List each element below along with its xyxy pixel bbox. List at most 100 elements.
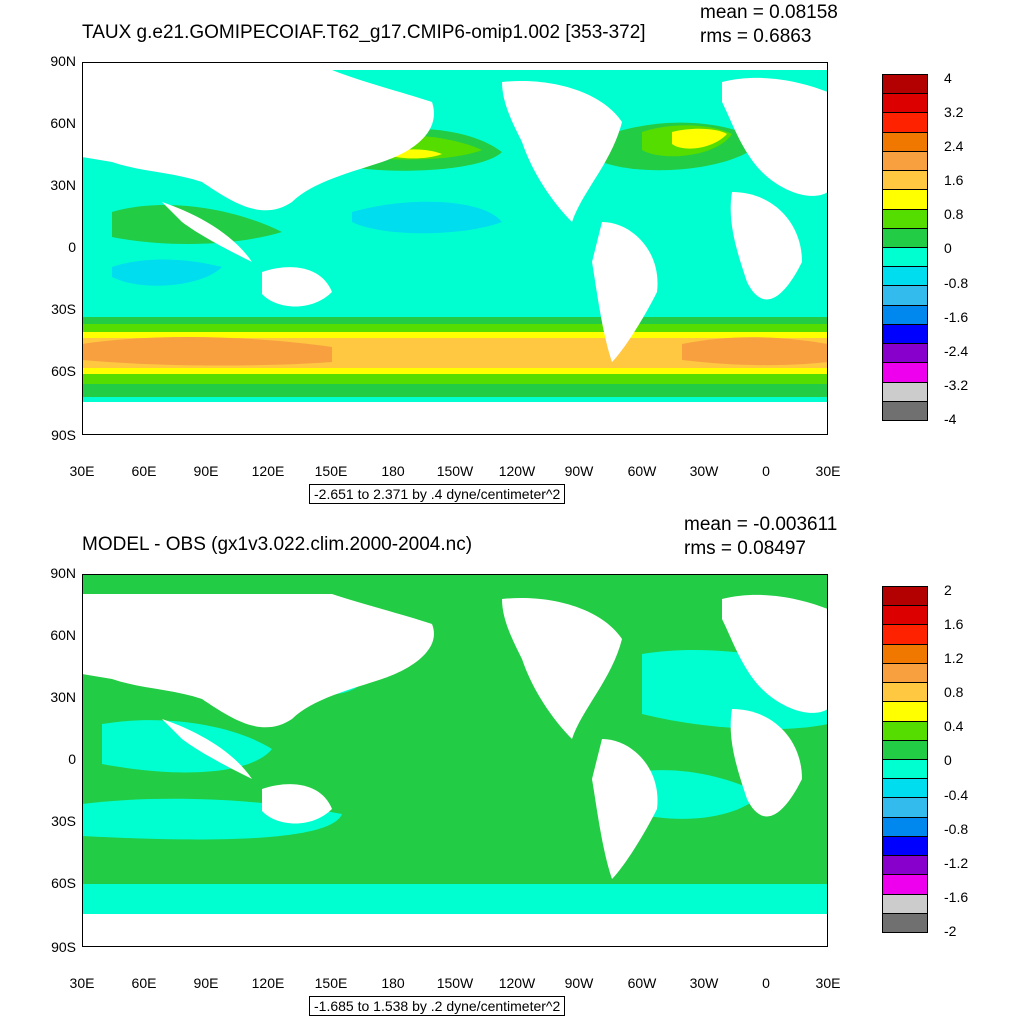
colorbar-swatch: [882, 323, 928, 345]
colorbar-swatch: [882, 400, 928, 421]
land-mass: [82, 594, 434, 728]
colorbar-label: -1.6: [944, 309, 969, 325]
land-mass: [162, 719, 252, 779]
lat-tick-label: 30N: [50, 689, 76, 705]
lon-tick-label: 150E: [314, 463, 348, 479]
colorbar-swatch: [882, 739, 928, 760]
colorbar-swatch: [882, 759, 928, 780]
colorbar-swatch: [882, 778, 928, 799]
antarctica: [82, 914, 828, 947]
colorbar-label: 0.8: [944, 684, 964, 700]
colorbar-label: -0.4: [944, 787, 969, 803]
colorbar-swatch: [882, 112, 928, 133]
rms-stat: rms = 0.6863: [700, 26, 812, 47]
colorbar-swatch: [882, 189, 928, 210]
contour-region: [112, 259, 222, 286]
colorbar-label: 1.2: [944, 650, 964, 666]
colorbar-swatch: [882, 605, 928, 626]
lon-tick-label: 120E: [251, 463, 285, 479]
contour-range-label: -1.685 to 1.538 by .2 dyne/centimeter^2: [309, 996, 566, 1016]
colorbar-swatch: [882, 720, 928, 741]
lon-tick-label: 90E: [193, 463, 219, 479]
lon-tick-label: 30W: [689, 463, 719, 479]
colorbar-swatch: [882, 285, 928, 306]
colorbar-swatch: [882, 74, 928, 95]
lon-tick-label: 30E: [815, 975, 841, 991]
lat-tick-label: 90S: [51, 427, 76, 443]
land-mass: [262, 784, 332, 824]
lon-tick-label: 60E: [131, 463, 157, 479]
colorbar-swatch: [882, 150, 928, 172]
colorbar-swatch: [882, 266, 928, 287]
lat-tick-label: 90N: [50, 53, 76, 69]
colorbar-swatch: [882, 682, 928, 703]
colorbar: [882, 586, 928, 933]
colorbar-label: -2.4: [944, 343, 969, 359]
mean-stat: mean = 0.08158: [700, 2, 838, 23]
lon-tick-label: 60W: [627, 975, 657, 991]
colorbar-label: 0: [944, 752, 952, 768]
lat-tick-label: 30N: [50, 177, 76, 193]
colorbar-label: 1.6: [944, 616, 964, 632]
colorbar-swatch: [882, 643, 928, 664]
lat-tick-label: 30S: [51, 301, 76, 317]
lon-tick-label: 0: [762, 463, 770, 479]
lon-tick-label: 60W: [627, 463, 657, 479]
map-frame: [82, 62, 828, 435]
colorbar-label: -4: [944, 411, 957, 427]
taux-panel: TAUX g.e21.GOMIPECOIAF.T62_g17.CMIP6-omi…: [50, 2, 969, 504]
colorbar-swatch: [882, 227, 928, 248]
lon-tick-label: 120W: [498, 463, 536, 479]
contour-region: [672, 128, 727, 149]
colorbar-label: 2: [944, 582, 952, 598]
lon-tick-label: 60E: [131, 975, 157, 991]
land-mass: [82, 62, 828, 70]
colorbar-swatch: [882, 701, 928, 722]
colorbar-swatch: [882, 835, 928, 857]
colorbar-label: 3.2: [944, 104, 964, 120]
lon-tick-label: 150W: [436, 463, 474, 479]
lon-tick-label: 90W: [564, 463, 594, 479]
map-frame: [82, 574, 828, 947]
colorbar-swatch: [882, 247, 928, 268]
taux-map: [82, 62, 828, 435]
antarctica: [82, 402, 828, 435]
land-mass: [162, 202, 252, 262]
contour-region: [82, 884, 828, 914]
colorbar-label: -2: [944, 923, 957, 939]
colorbar-swatch: [882, 381, 928, 402]
land-mass: [502, 81, 622, 223]
lat-tick-label: 60S: [51, 875, 76, 891]
lat-tick-label: 0: [68, 751, 76, 767]
rms-stat: rms = 0.08497: [684, 538, 806, 559]
colorbar-label: 0.4: [944, 718, 964, 734]
land-mass: [722, 594, 828, 713]
colorbar-swatch: [882, 912, 928, 933]
colorbar-label: -0.8: [944, 821, 969, 837]
land-mass: [592, 739, 658, 879]
colorbar-swatch: [882, 362, 928, 383]
colorbar-swatch: [882, 93, 928, 114]
land-mass: [592, 222, 658, 362]
colorbar-swatch: [882, 816, 928, 837]
contour-region: [82, 336, 332, 366]
model-minus-obs-panel: MODEL - OBS (gx1v3.022.clim.2000-2004.nc…: [0, 512, 1024, 1024]
diff-map: [82, 574, 828, 947]
lon-tick-label: 0: [762, 975, 770, 991]
lon-tick-label: 90E: [193, 975, 219, 991]
lat-tick-label: 60N: [50, 115, 76, 131]
land-mass: [730, 192, 802, 300]
colorbar-label: -1.2: [944, 855, 969, 871]
colorbar-swatch: [882, 131, 928, 152]
colorbar-swatch: [882, 586, 928, 607]
chart-title: MODEL - OBS (gx1v3.022.clim.2000-2004.nc…: [82, 534, 473, 555]
lon-tick-label: 180: [381, 463, 405, 479]
colorbar-label: -0.8: [944, 275, 969, 291]
colorbar-swatch: [882, 874, 928, 895]
contour-range-label: -2.651 to 2.371 by .4 dyne/centimeter^2: [309, 484, 566, 504]
lat-tick-label: 90S: [51, 939, 76, 955]
lon-tick-label: 30W: [689, 975, 719, 991]
lon-tick-label: 90W: [564, 975, 594, 991]
mean-stat: mean = -0.003611: [684, 514, 838, 535]
lon-tick-label: 150E: [314, 975, 348, 991]
